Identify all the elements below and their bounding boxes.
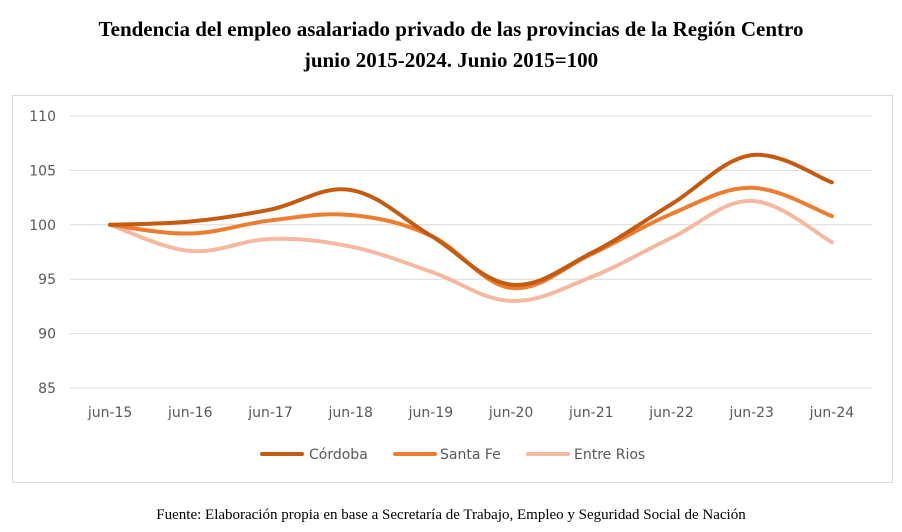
chart-title: Tendencia del empleo asalariado privado … bbox=[0, 14, 902, 76]
y-tick-label: 95 bbox=[38, 272, 56, 288]
x-tick-label: jun-20 bbox=[488, 405, 534, 421]
y-tick-label: 90 bbox=[38, 327, 56, 343]
y-tick-label: 100 bbox=[29, 218, 56, 234]
source-note: Fuente: Elaboración propia en base a Sec… bbox=[156, 507, 746, 523]
chart-frame bbox=[12, 95, 893, 483]
legend-label: Córdoba bbox=[309, 447, 368, 463]
y-tick-label: 110 bbox=[29, 109, 56, 125]
x-tick-label: jun-15 bbox=[87, 405, 133, 421]
y-tick-label: 85 bbox=[38, 381, 56, 397]
legend-label: Entre Rios bbox=[574, 447, 645, 463]
y-tick-label: 105 bbox=[29, 163, 56, 179]
x-tick-label: jun-18 bbox=[327, 405, 373, 421]
chart-title-line2: junio 2015-2024. Junio 2015=100 bbox=[303, 48, 599, 72]
series-line-c-rdoba bbox=[108, 152, 834, 287]
x-tick-label: jun-16 bbox=[167, 405, 213, 421]
x-tick-label: jun-22 bbox=[648, 405, 694, 421]
series-line-entre-rios bbox=[108, 198, 834, 303]
series-line-santa-fe bbox=[108, 185, 834, 291]
legend-label: Santa Fe bbox=[440, 447, 501, 463]
x-tick-label: jun-19 bbox=[408, 405, 454, 421]
x-tick-label: jun-21 bbox=[568, 405, 614, 421]
x-tick-label: jun-23 bbox=[728, 405, 774, 421]
x-tick-label: jun-17 bbox=[247, 405, 293, 421]
x-tick-label: jun-24 bbox=[809, 405, 855, 421]
chart-title-line1: Tendencia del empleo asalariado privado … bbox=[98, 17, 804, 41]
